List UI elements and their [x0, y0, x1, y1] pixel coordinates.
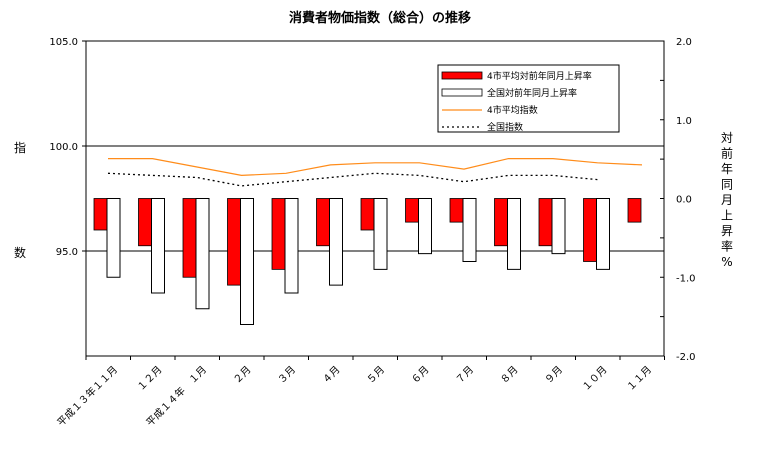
bar-national-rate [596, 198, 610, 270]
left-axis-label: 指数 [14, 140, 26, 260]
left-tick-label: 95.0 [56, 247, 78, 258]
chart-title: 消費者物価指数（総合）の推移 [289, 10, 471, 26]
legend-label: 4市平均対前年同月上昇率 [487, 70, 592, 82]
x-tick-label: 平成１３年１１月 [54, 363, 120, 429]
bar-national-rate [240, 198, 254, 325]
left-axis-label-char: 数 [14, 245, 26, 260]
right-axis: 2.0 1.0 0.0 -1.0 -2.0 [660, 37, 696, 363]
bar-4city-rate [316, 198, 330, 247]
right-tick-label: 0.0 [676, 195, 692, 206]
bar-4city-rate [182, 198, 197, 278]
bar-4city-rate [227, 198, 241, 286]
right-axis-label-char: 前 [721, 146, 733, 161]
line-series [107, 158, 643, 187]
right-axis-label-char: 対 [721, 131, 733, 145]
bar-national-rate [373, 198, 388, 270]
right-axis-label: 対前年同月上昇率% [721, 131, 733, 269]
x-tick-label: １１月 [624, 364, 654, 394]
right-axis-label-char: 昇 [721, 224, 733, 238]
legend-swatch [441, 71, 483, 80]
bar-4city-rate [583, 198, 597, 262]
bar-series [93, 198, 642, 325]
x-tick-label: ４月 [320, 364, 343, 387]
bar-4city-rate [93, 198, 108, 231]
bar-4city-rate [271, 198, 286, 270]
x-tick-label: ２月 [231, 364, 254, 387]
x-tick-label: ８月 [498, 364, 521, 387]
bar-4city-rate [627, 198, 642, 223]
legend-label: 全国対前年同月上昇率 [487, 87, 577, 99]
legend-label: 全国指数 [487, 121, 523, 133]
right-axis-label-char: 同 [721, 178, 733, 192]
bar-4city-rate [494, 198, 508, 247]
bar-national-rate [284, 198, 299, 294]
x-tick-label: ７月 [453, 364, 476, 387]
right-axis-label-char: 年 [721, 162, 733, 176]
bar-national-rate [151, 198, 165, 294]
bar-national-rate [462, 198, 477, 262]
right-tick-label: 1.0 [676, 116, 692, 127]
x-tick-label: ６月 [409, 364, 432, 387]
x-tick-label: １２月 [135, 364, 165, 394]
bar-national-rate [507, 198, 521, 270]
bar-national-rate [195, 198, 210, 310]
right-axis-label-char: 率 [721, 239, 733, 254]
bar-national-rate [106, 198, 121, 278]
left-axis-label-char: 指 [14, 140, 26, 155]
bar-4city-rate [360, 198, 375, 231]
bar-4city-rate [138, 198, 152, 247]
right-axis-label-char: 上 [721, 209, 733, 223]
left-tick-label: 100.0 [49, 142, 78, 153]
bar-4city-rate [538, 198, 553, 247]
right-tick-label: 2.0 [676, 37, 692, 48]
left-tick-label: 105.0 [49, 37, 78, 48]
right-tick-label: -1.0 [676, 273, 696, 284]
left-axis: 105.0 100.0 95.0 [49, 37, 86, 258]
bar-national-rate [551, 198, 566, 255]
right-axis-label-char: % [721, 255, 732, 269]
legend-label: 4市平均指数 [487, 104, 538, 116]
legend-swatch [441, 88, 483, 97]
bar-national-rate [418, 198, 432, 255]
bar-4city-rate [449, 198, 464, 223]
line-national-index [107, 172, 598, 187]
right-tick-label: -2.0 [676, 352, 696, 363]
x-tick-label: １０月 [580, 364, 610, 394]
line-4city-index [108, 158, 643, 177]
x-tick-label: ３月 [275, 364, 298, 387]
right-axis-label-char: 月 [721, 193, 733, 207]
bar-national-rate [329, 198, 343, 286]
x-tick-label: ９月 [542, 364, 565, 387]
bar-4city-rate [405, 198, 419, 223]
x-tick-label: ５月 [364, 364, 387, 387]
